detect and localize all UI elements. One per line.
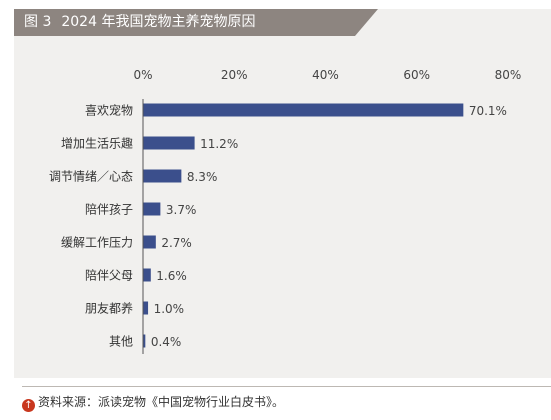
category-label: 陪伴父母	[85, 268, 133, 283]
figure-number: 图 3	[24, 14, 52, 30]
x-tick-label: 40%	[312, 68, 339, 82]
bar	[143, 334, 146, 348]
bar	[143, 169, 182, 183]
category-label: 增加生活乐趣	[61, 136, 133, 151]
value-label: 8.3%	[187, 170, 218, 184]
bar	[143, 235, 156, 249]
category-label: 调节情绪／心态	[49, 170, 133, 184]
bar	[143, 136, 195, 150]
bar-chart: 0% 20% 40% 60% 80% 喜欢宠物增加生活乐趣调节情绪／心态陪伴孩子缓解工作…	[49, 68, 522, 354]
value-label: 0.4%	[151, 335, 182, 349]
value-label: 1.6%	[156, 269, 187, 283]
source-text: 资料来源：派读宠物《中国宠物行业白皮书》。	[38, 395, 285, 409]
value-label: 11.2%	[200, 137, 238, 151]
figure-title: 2024 年我国宠物主养宠物原因	[61, 14, 256, 30]
bar	[143, 103, 464, 117]
figure-title-bar: 图 3 2024 年我国宠物主养宠物原因	[14, 9, 378, 36]
chart-card: 图 3 2024 年我国宠物主养宠物原因 0% 20% 40% 60% 80% 喜欢宠物增…	[14, 9, 551, 378]
x-tick-label: 80%	[495, 68, 522, 82]
category-label: 喜欢宠物	[85, 103, 133, 118]
category-label: 缓解工作压力	[61, 236, 133, 250]
bar	[143, 268, 151, 282]
x-tick-label: 60%	[403, 68, 430, 82]
x-tick-label: 0%	[133, 68, 152, 82]
value-label: 70.1%	[469, 104, 507, 118]
category-label: 其他	[109, 335, 133, 349]
x-tick-label: 20%	[221, 68, 248, 82]
value-label: 3.7%	[166, 203, 197, 217]
bar	[143, 301, 149, 315]
category-label: 朋友都养	[85, 301, 133, 316]
source-divider	[22, 386, 551, 387]
category-label: 陪伴孩子	[85, 202, 133, 217]
value-label: 1.0%	[154, 302, 185, 316]
value-label: 2.7%	[161, 236, 192, 250]
up-arrow-icon: ↑	[22, 399, 35, 412]
source-note: ↑ 资料来源：派读宠物《中国宠物行业白皮书》。	[22, 393, 284, 412]
bar	[143, 202, 161, 216]
